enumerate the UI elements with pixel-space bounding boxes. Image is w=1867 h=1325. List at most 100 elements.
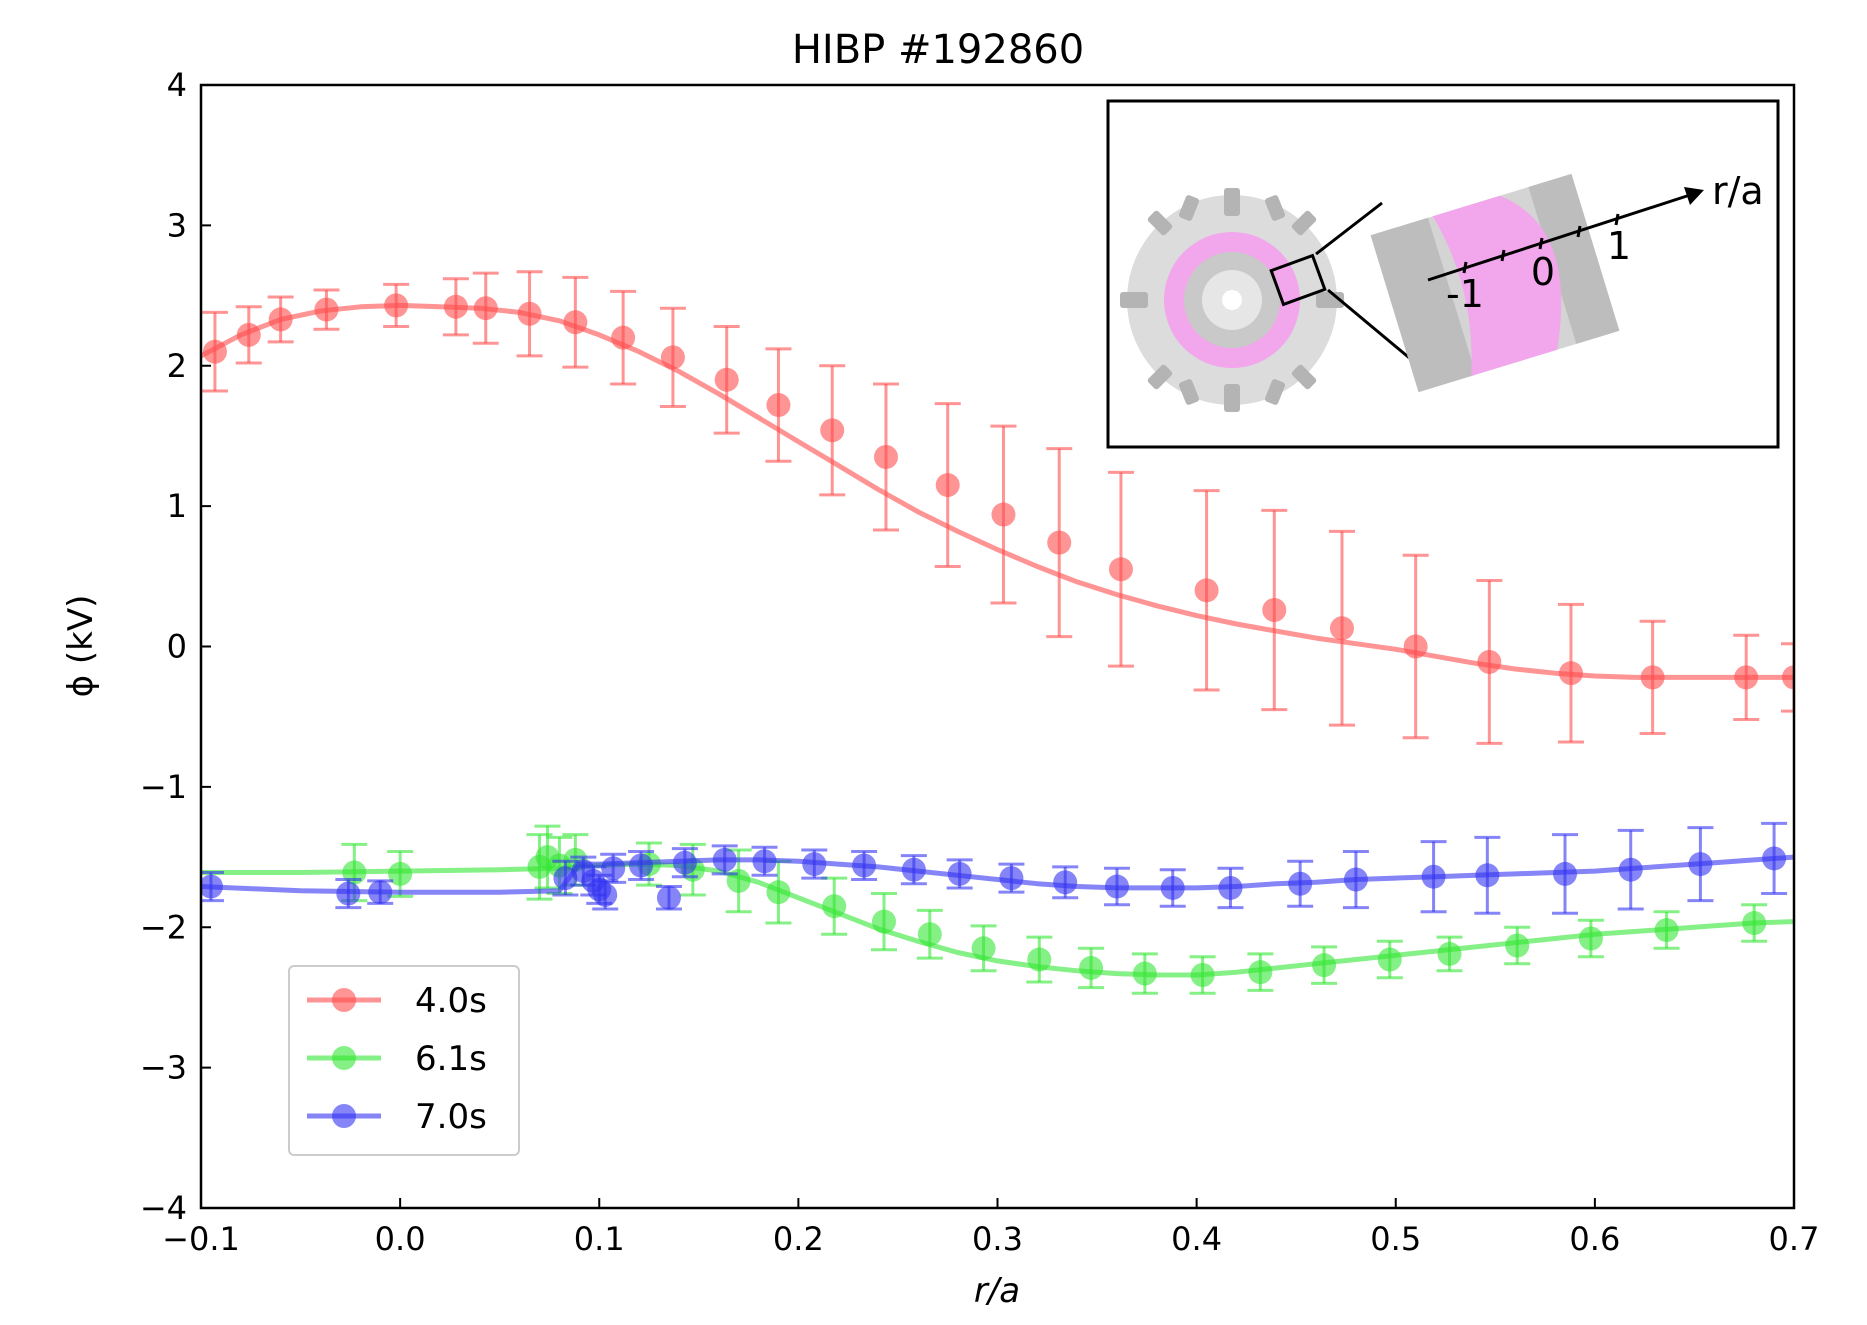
inset-axis-line [1427,193,1691,282]
data-point [766,880,791,905]
data-point [947,861,972,886]
x-tick-label: 0.5 [1370,1220,1421,1258]
data-point [1218,875,1243,900]
data-point [1343,867,1368,892]
data-point [820,418,845,443]
data-point [1640,665,1665,690]
y-tick-label: −2 [140,908,187,946]
data-point [1190,962,1215,987]
legend-label-6-1s: 6.1s [415,1039,487,1079]
x-tick-label: 0.2 [773,1220,824,1258]
x-tick-label: 0.6 [1569,1220,1620,1258]
legend-marker-4-0s [332,988,356,1012]
data-point [1312,953,1337,978]
data-point [766,393,791,418]
data-point [660,345,685,370]
data-point [336,881,361,906]
data-point [1403,634,1428,659]
data-point [1194,578,1219,603]
legend-marker-7-0s [332,1104,356,1128]
data-point [935,473,960,498]
legend-label-4-0s: 4.0s [415,981,487,1021]
inset-tick-minus-1: -1 [1446,272,1484,316]
data-point [1553,861,1578,886]
data-point [1618,857,1643,882]
data-point [1248,960,1273,985]
legend-marker-6-1s [332,1046,356,1070]
x-axis: −0.1 0.0 0.1 0.2 0.3 0.4 0.5 0.6 0.7 [162,1198,1819,1258]
data-point [1734,665,1759,690]
data-point [1288,871,1313,896]
legend-entry: 6.1s [307,1039,487,1079]
data-point [1475,863,1500,888]
zoom-shade-right [1528,173,1620,344]
device-coils [1120,188,1344,412]
data-point [384,293,409,318]
data-point [1654,918,1679,943]
device-hole [1222,290,1242,310]
data-point [1477,649,1502,674]
data-point [473,296,498,321]
y-tick-label: −3 [140,1049,187,1087]
y-tick-label: 1 [167,487,187,525]
y-tick-label: 3 [167,206,187,244]
legend-entry: 4.0s [307,981,487,1021]
inset-axis-label: r/a [1712,169,1764,213]
inset-axis: -1 0 1 r/a [1427,169,1764,316]
data-point [1742,911,1767,936]
y-tick-label: 0 [167,628,187,666]
data-point [871,909,896,934]
series-4-0s [201,270,1794,745]
data-point [752,849,777,874]
data-point [388,861,413,886]
data-point [1047,530,1072,555]
x-tick-label: 0.4 [1171,1220,1222,1258]
data-point [443,294,468,319]
data-point [629,853,654,878]
data-point [1132,961,1157,986]
x-tick-label: −0.1 [162,1220,240,1258]
x-tick-label: 0.3 [972,1220,1023,1258]
series-layer [201,270,1794,995]
zoom-shade [1370,217,1476,393]
data-point [1377,947,1402,972]
data-point [611,325,636,350]
legend-entry: 7.0s [307,1097,487,1137]
data-point [712,847,737,872]
zoomed-view [1370,173,1620,393]
y-tick-label: 4 [167,66,187,104]
data-point [1421,864,1446,889]
inset-diagram: -1 0 1 r/a [1106,99,1780,449]
plot-area [199,83,1796,1210]
data-point [1160,875,1185,900]
data-point [1262,598,1287,623]
data-point [1437,941,1462,966]
error-bar [1781,642,1794,713]
data-point [1578,926,1603,951]
data-point [1762,846,1787,871]
inset-tick-1: 1 [1607,224,1631,268]
data-point [714,367,739,392]
data-point [201,874,223,899]
data-point [1053,870,1078,895]
y-axis-label: ϕ (kV) [61,595,101,698]
y-tick-label: −4 [140,1189,187,1227]
data-point [1688,852,1713,877]
data-point [672,850,697,875]
x-axis-label: r/a [974,1271,1020,1311]
data-point [593,882,618,907]
zoom-line-top [1315,201,1383,256]
data-point [852,853,877,878]
series-7-0s [201,821,1794,915]
data-point [1558,661,1583,686]
data-point [601,856,626,881]
data-point [917,922,942,947]
data-point [1104,874,1129,899]
x-tick-label: 0.0 [375,1220,426,1258]
data-point [822,894,847,919]
device-cross-section [1120,188,1438,412]
legend-label-7-0s: 7.0s [415,1097,487,1137]
x-tick-label: 0.1 [574,1220,625,1258]
data-point [656,885,681,910]
